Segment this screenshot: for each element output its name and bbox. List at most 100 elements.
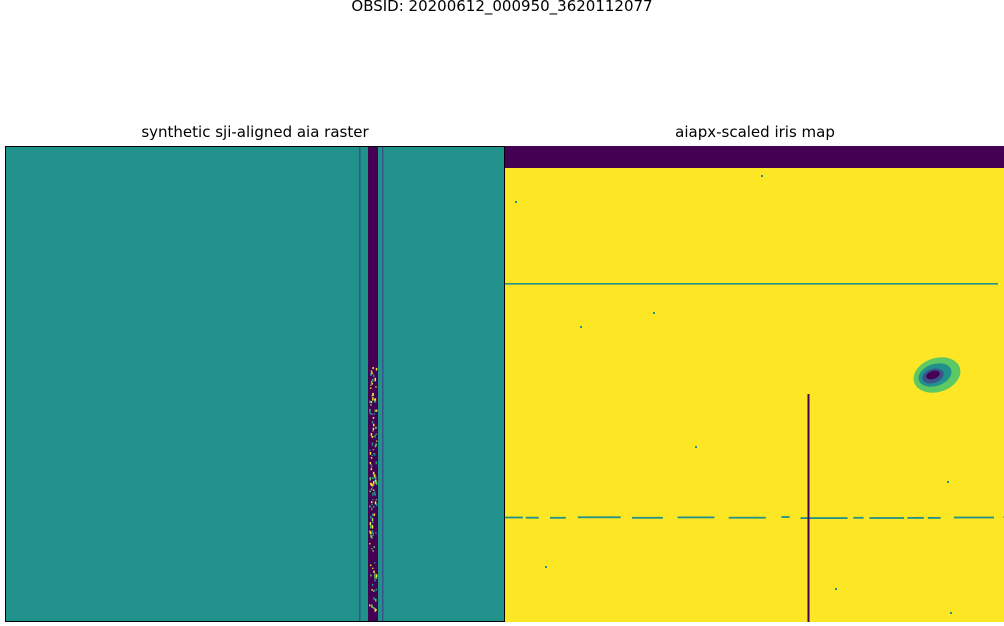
streak-segment xyxy=(505,516,523,519)
raster-speck xyxy=(369,523,372,525)
raster-speck xyxy=(370,387,372,389)
raster-speck xyxy=(370,384,372,386)
raster-speck xyxy=(375,367,378,371)
raster-speck xyxy=(371,514,374,517)
raster-speck xyxy=(375,532,377,534)
raster-speck xyxy=(372,449,375,451)
raster-speck xyxy=(370,525,372,529)
raster-speck xyxy=(372,374,375,378)
raster-speck xyxy=(375,386,377,388)
raster-speck xyxy=(374,479,376,482)
raster-speck xyxy=(370,464,373,466)
raster-speck xyxy=(374,409,377,412)
streak-segment xyxy=(800,517,848,519)
raster-speck xyxy=(371,548,373,550)
raster-speck xyxy=(374,501,377,505)
raster-speck xyxy=(375,479,377,482)
raster-speck xyxy=(372,499,374,501)
raster-speck xyxy=(372,481,375,485)
raster-speck xyxy=(371,420,374,424)
raster-speck xyxy=(375,409,378,412)
streak-segment xyxy=(907,517,924,519)
raster-speck xyxy=(372,477,375,479)
raster-speck xyxy=(370,483,373,487)
raster-speck xyxy=(371,535,373,539)
raster-speck xyxy=(370,404,372,406)
map-bright-blob xyxy=(913,357,961,393)
raster-speck xyxy=(372,492,374,496)
raster-speck xyxy=(369,452,372,455)
raster-speck xyxy=(371,371,373,375)
raster-speck xyxy=(372,532,374,536)
map-speck xyxy=(947,481,949,483)
map-speck xyxy=(580,326,582,328)
map-speck xyxy=(835,588,837,590)
raster-speck xyxy=(370,370,373,372)
iris-map-image xyxy=(505,146,1004,622)
raster-speck xyxy=(369,408,371,412)
raster-speck xyxy=(371,517,374,521)
raster-slit-edge-right xyxy=(382,147,384,621)
map-speck xyxy=(653,312,655,314)
raster-speck xyxy=(372,427,375,431)
raster-speck xyxy=(375,443,377,446)
raster-speck xyxy=(372,417,375,419)
map-top-band xyxy=(505,146,1004,168)
map-speck xyxy=(545,566,547,568)
map-vertical-line xyxy=(807,394,810,622)
raster-speck xyxy=(371,507,373,511)
raster-speck xyxy=(372,392,374,396)
raster-speck xyxy=(373,546,375,548)
raster-speck xyxy=(372,484,374,487)
raster-speck xyxy=(373,589,376,592)
raster-speck xyxy=(369,449,371,451)
raster-speck xyxy=(371,454,373,457)
raster-speck xyxy=(369,411,371,415)
raster-background xyxy=(6,147,504,621)
raster-speck xyxy=(369,490,371,493)
raster-speck xyxy=(373,413,376,415)
raster-speck xyxy=(370,564,372,566)
raster-speck xyxy=(373,562,376,564)
raster-speck xyxy=(371,583,374,586)
right-panel-title: aiapx-scaled iris map xyxy=(675,123,835,141)
raster-speck xyxy=(370,468,373,471)
raster-speck xyxy=(375,461,377,465)
synthetic-raster-canvas xyxy=(6,147,504,621)
map-speck xyxy=(695,446,697,448)
map-lower-streak xyxy=(505,516,1004,519)
raster-speck xyxy=(375,577,378,580)
raster-speck xyxy=(372,513,374,515)
raster-speck xyxy=(373,597,375,601)
raster-speck xyxy=(374,575,376,579)
raster-speck xyxy=(370,433,373,436)
raster-speck xyxy=(374,579,376,582)
raster-speck xyxy=(369,604,371,607)
raster-speck xyxy=(371,442,374,446)
raster-speck xyxy=(374,400,376,403)
raster-speck xyxy=(369,400,371,404)
raster-speck xyxy=(369,530,371,532)
streak-segment xyxy=(953,516,994,519)
raster-speck xyxy=(375,499,378,501)
raster-speck xyxy=(372,520,374,523)
raster-speck xyxy=(369,521,372,524)
streak-segment xyxy=(577,516,621,519)
raster-speck xyxy=(370,535,372,538)
iris-map-canvas xyxy=(505,146,1004,622)
raster-speck xyxy=(370,401,373,404)
raster-speck xyxy=(371,525,374,529)
raster-speck xyxy=(375,481,378,485)
raster-speck xyxy=(370,531,372,535)
raster-speck xyxy=(373,474,376,478)
raster-speck xyxy=(371,476,374,480)
raster-speck xyxy=(371,395,373,397)
raster-speck xyxy=(369,462,372,465)
raster-speck xyxy=(371,436,373,438)
raster-speck xyxy=(370,488,373,491)
raster-speckles xyxy=(369,367,378,612)
raster-speck xyxy=(370,515,372,519)
raster-speck xyxy=(371,530,374,533)
raster-speck xyxy=(375,574,378,578)
raster-speck xyxy=(374,377,376,382)
